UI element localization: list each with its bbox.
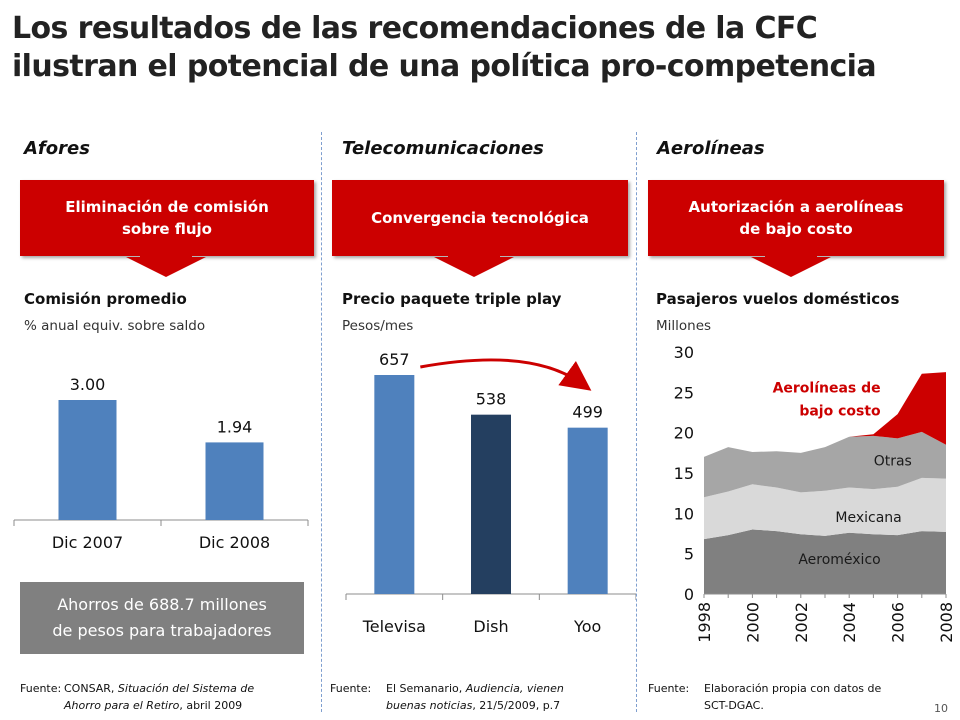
section-title-telecom: Telecomunicaciones (342, 138, 544, 159)
policy-box-aerolineas-line1: Autorización a aerolíneas (688, 198, 904, 216)
area-series (704, 529, 946, 594)
x-tick-label: 2006 (889, 602, 908, 643)
x-tick-label: 2004 (840, 602, 859, 643)
data-label: 499 (572, 403, 603, 422)
y-tick-label: 15 (674, 464, 694, 483)
source-text: buenas noticias (386, 699, 473, 712)
y-tick-label: 30 (674, 343, 694, 362)
source-afores: Fuente: CONSAR, Situación del Sistema de… (20, 680, 316, 716)
x-tick-label: 1998 (695, 602, 714, 643)
chart-title-afores: Comisión promedio (24, 290, 187, 308)
x-tick-label: 2000 (743, 602, 762, 643)
down-arrow-icon (140, 252, 192, 260)
page-title-line2: ilustran el potencial de una política pr… (12, 49, 877, 84)
x-tick-label: Yoo (573, 617, 601, 636)
source-text: , 21/5/2009, p.7 (472, 699, 561, 712)
policy-box-afores-line2: sobre flujo (121, 220, 212, 238)
bar (567, 427, 608, 594)
telecom-bar-chart: 657 Televisa 538 Dish 499 Yoo (345, 350, 636, 636)
down-arrow-icon (434, 257, 514, 277)
column-divider-left (321, 132, 322, 712)
bar (374, 375, 415, 594)
down-arrow-icon (126, 257, 206, 277)
down-arrow-icon (448, 252, 500, 260)
policy-box-telecom: Convergencia tecnológica (332, 180, 628, 256)
source-aerolineas: Fuente: Elaboración propia con datos de … (648, 680, 948, 716)
series-label-mexicana: Mexicana (835, 510, 901, 526)
y-tick-label: 5 (684, 545, 694, 564)
source-text: CONSAR, (64, 682, 118, 695)
afores-bar-chart: 3.00 Dic 2007 1.94 Dic 2008 (13, 375, 309, 552)
policy-box-afores-line1: Eliminación de comisión (65, 198, 269, 216)
area-series (704, 372, 946, 457)
source-label: Fuente: (20, 682, 62, 695)
chart-title-aerolineas: Pasajeros vuelos domésticos (656, 290, 900, 308)
source-telecom: Fuente: El Semanario, Audiencia, vienen … (330, 680, 630, 716)
data-label: 538 (476, 390, 507, 409)
data-label: 3.00 (70, 375, 106, 394)
x-tick-label: 2002 (792, 602, 811, 643)
source-text: , abril 2009 (179, 699, 243, 712)
x-tick-label: Dic 2007 (52, 533, 123, 552)
source-text: SCT-DGAC. (704, 699, 764, 712)
source-text: Ahorro para el Retiro (64, 699, 180, 712)
y-tick-label: 10 (674, 504, 694, 523)
page-title: Los resultados de las recomendaciones de… (12, 10, 952, 86)
area-series (704, 431, 946, 498)
chart-subtitle-telecom: Pesos/mes (342, 318, 414, 334)
x-tick-label: Dic 2008 (199, 533, 270, 552)
series-label-aeromexico: Aeroméxico (798, 552, 880, 568)
policy-box-telecom-line1: Convergencia tecnológica (371, 209, 589, 227)
data-label: 1.94 (217, 417, 253, 436)
airlines-area-chart: 0 5 10 15 20 25 30 1998 2000 2002 2004 2006 2008 Aero… (674, 343, 955, 643)
column-divider-right (636, 132, 637, 712)
chart-title-telecom: Precio paquete triple play (342, 290, 562, 308)
source-text: Situación del Sistema de (117, 682, 255, 695)
down-arrow-icon (751, 257, 831, 277)
section-title-aerolineas: Aerolíneas (657, 138, 765, 159)
series-label-otras: Otras (874, 454, 912, 470)
bar (58, 400, 117, 520)
chart-subtitle-afores: % anual equiv. sobre saldo (24, 318, 206, 334)
bar (205, 442, 264, 520)
source-label: Fuente: (330, 682, 372, 695)
page-number: 10 (934, 702, 948, 715)
policy-box-aerolineas: Autorización a aerolíneas de bajo costo (648, 180, 944, 256)
savings-line2: de pesos para trabajadores (52, 621, 272, 640)
chart-subtitle-aerolineas: Millones (656, 318, 712, 334)
source-text: El Semanario, (386, 682, 466, 695)
x-tick-label: Televisa (362, 617, 426, 636)
policy-box-afores: Eliminación de comisión sobre flujo (20, 180, 314, 256)
data-label: 657 (379, 350, 410, 369)
series-label-lowcost: Aerolíneas de (773, 380, 881, 396)
y-tick-label: 25 (674, 383, 694, 402)
area-series (704, 477, 946, 540)
x-tick-label: Dish (473, 617, 508, 636)
savings-line1: Ahorros de 688.7 millones (57, 595, 267, 614)
series-label-lowcost: bajo costo (799, 404, 881, 420)
bar (471, 414, 511, 594)
source-label: Fuente: (648, 682, 690, 695)
down-arrow-icon (765, 252, 817, 260)
price-drop-arrow-icon (420, 358, 592, 391)
y-tick-label: 0 (684, 585, 694, 604)
source-text: Elaboración propia con datos de (704, 682, 882, 695)
section-title-afores: Afores (24, 138, 90, 159)
page-title-line1: Los resultados de las recomendaciones de… (12, 11, 818, 46)
x-tick-label: 2008 (937, 602, 955, 643)
policy-box-aerolineas-line2: de bajo costo (739, 220, 853, 238)
y-tick-label: 20 (674, 424, 694, 443)
savings-box: Ahorros de 688.7 millones de pesos para … (20, 582, 304, 654)
source-text: Audiencia, vienen (465, 682, 564, 695)
